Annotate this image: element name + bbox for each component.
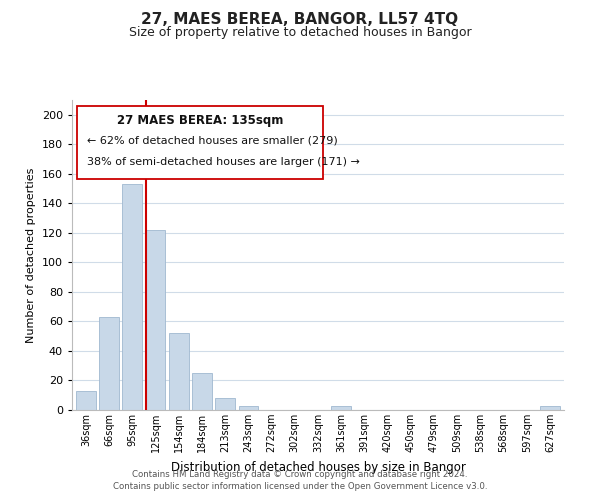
Text: Size of property relative to detached houses in Bangor: Size of property relative to detached ho… — [128, 26, 472, 39]
Text: 27, MAES BEREA, BANGOR, LL57 4TQ: 27, MAES BEREA, BANGOR, LL57 4TQ — [142, 12, 458, 28]
Text: 38% of semi-detached houses are larger (171) →: 38% of semi-detached houses are larger (… — [87, 158, 359, 168]
Y-axis label: Number of detached properties: Number of detached properties — [26, 168, 36, 342]
Bar — [169, 333, 188, 410]
Bar — [215, 398, 235, 410]
Bar — [331, 406, 351, 410]
Text: Contains HM Land Registry data © Crown copyright and database right 2024.: Contains HM Land Registry data © Crown c… — [132, 470, 468, 479]
Bar — [540, 406, 560, 410]
Bar — [122, 184, 142, 410]
Text: ← 62% of detached houses are smaller (279): ← 62% of detached houses are smaller (27… — [87, 136, 338, 145]
Bar — [76, 391, 96, 410]
Text: Contains public sector information licensed under the Open Government Licence v3: Contains public sector information licen… — [113, 482, 487, 491]
Bar — [99, 317, 119, 410]
Bar — [239, 406, 258, 410]
X-axis label: Distribution of detached houses by size in Bangor: Distribution of detached houses by size … — [170, 460, 466, 473]
Bar — [192, 373, 212, 410]
FancyBboxPatch shape — [77, 106, 323, 179]
Text: 27 MAES BEREA: 135sqm: 27 MAES BEREA: 135sqm — [117, 114, 283, 127]
Bar — [146, 230, 166, 410]
